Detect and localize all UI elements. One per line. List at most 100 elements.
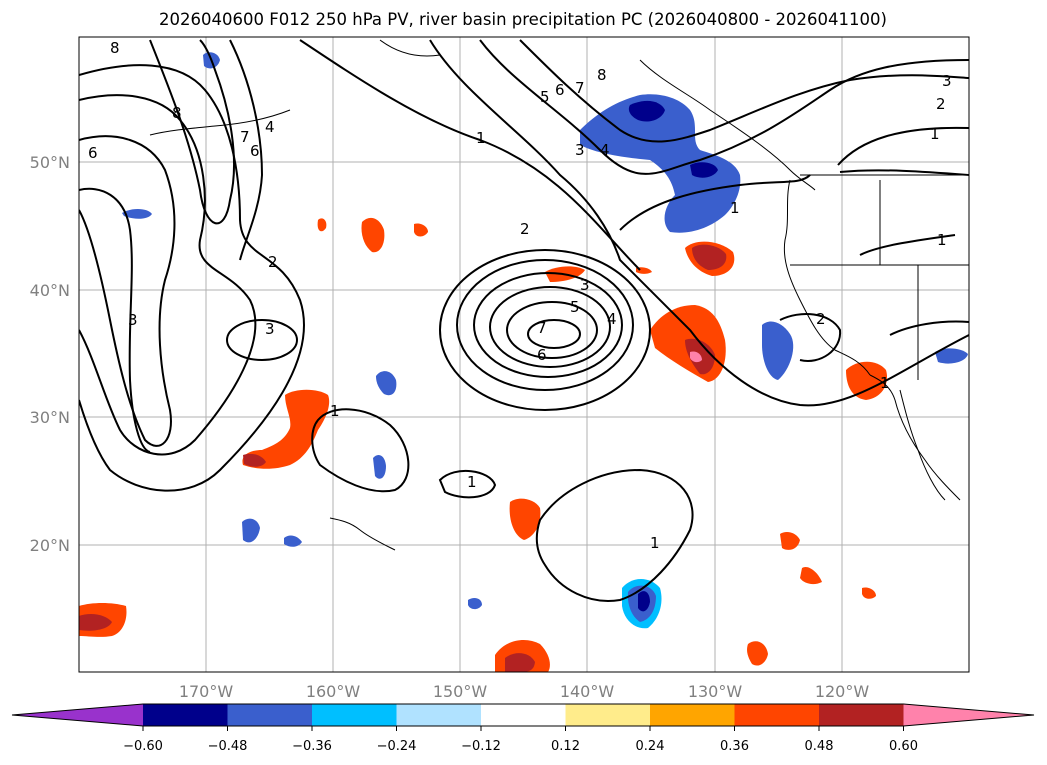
colorbar-tick-label: 0.12 — [551, 739, 580, 754]
pos-core-nor-cal — [692, 244, 727, 270]
map-background — [79, 37, 969, 672]
contour-label: 1 — [476, 129, 486, 147]
coast-bc-alaska — [639, 59, 816, 191]
coast-mexico — [869, 374, 961, 501]
contour-ring-7 — [527, 319, 581, 349]
contour-label: 6 — [555, 81, 565, 99]
pos-region-6 — [317, 218, 327, 232]
contour-label: 2 — [520, 220, 530, 238]
lon-label-160w: 160°W — [306, 682, 361, 701]
map-title: 2026040600 F012 250 hPa PV, river basin … — [159, 10, 887, 29]
neg-core-gulf-alaska — [628, 100, 665, 122]
coast-baja — [899, 389, 946, 501]
contour-labels: 8 8 7 4 6 6 2 3 3 1 5 6 7 8 3 4 2 3 5 4 … — [88, 39, 952, 552]
coastlines — [149, 39, 969, 551]
contour-label: 4 — [607, 310, 617, 328]
contour-nw-lobe — [149, 39, 235, 225]
colorbar-tick-label: 0.60 — [889, 739, 918, 754]
coast-hawaii — [329, 517, 396, 551]
lat-label-40n: 40°N — [30, 281, 70, 300]
contour-label: 3 — [575, 141, 585, 159]
contour-label: 1 — [730, 199, 740, 217]
colorbar-segment — [481, 704, 566, 726]
pos-core-10 — [79, 614, 112, 631]
contour-low-1 — [311, 408, 410, 493]
colorbar-extend-max — [903, 704, 1034, 726]
colorbar-segment — [312, 704, 397, 726]
contour-line-outer — [429, 39, 969, 407]
lon-axis: 170°W 160°W 150°W 140°W 130°W 120°W — [179, 682, 870, 701]
colorbar-segment — [396, 704, 482, 726]
lon-label-140w: 140°W — [560, 682, 615, 701]
colorbar-segment — [565, 704, 651, 726]
contour-ne-3 — [837, 126, 969, 166]
contour-label: 2 — [816, 310, 826, 328]
pos-core-9 — [505, 653, 535, 672]
contour-ring-3 — [456, 259, 634, 391]
contour-label: 8 — [110, 39, 120, 57]
contour-label: 6 — [88, 144, 98, 162]
lat-label-20n: 20°N — [30, 536, 70, 555]
contour-label: 1 — [330, 402, 340, 420]
contour-e-1 — [859, 234, 956, 256]
contour-label: 3 — [128, 311, 138, 329]
pos-region-8 — [509, 498, 541, 540]
contour-label: 6 — [537, 346, 547, 364]
contour-label: 2 — [936, 95, 946, 113]
contour-label: 7 — [575, 79, 585, 97]
contour-ring-4 — [473, 272, 623, 378]
lat-label-30n: 30°N — [30, 408, 70, 427]
contour-ne-4 — [839, 169, 969, 176]
neg-core-2 — [690, 162, 718, 178]
contour-label: 1 — [650, 534, 660, 552]
colorbar-segment — [819, 704, 904, 726]
pos-region-14 — [862, 587, 876, 599]
coast-west-us — [783, 179, 871, 376]
contour-label: 7 — [240, 128, 250, 146]
contour-label: 4 — [265, 118, 275, 136]
neg-region-socal — [762, 321, 794, 380]
neg-region-7 — [373, 454, 386, 479]
neg-region-12 — [468, 597, 482, 610]
neg-core-south — [638, 591, 650, 612]
contour-label: 1 — [467, 473, 477, 491]
contour-label: 7 — [537, 319, 547, 337]
colorbar-tick-label: −0.60 — [123, 739, 163, 754]
pos-region-11 — [747, 641, 768, 666]
neg-region-6 — [376, 371, 397, 396]
lat-label-50n: 50°N — [30, 153, 70, 172]
colorbar-tick-label: 0.36 — [720, 739, 749, 754]
contour-west-3 — [79, 135, 176, 447]
pos-region-5 — [414, 223, 428, 237]
contour-label: 2 — [268, 253, 278, 271]
colorbar-tick-label: 0.48 — [805, 739, 834, 754]
contour-nw-2 — [229, 39, 264, 261]
pos-region-4 — [361, 217, 385, 253]
neg-region-11 — [122, 208, 152, 219]
contour-ring-2 — [439, 249, 651, 411]
contour-south-1 — [535, 468, 694, 602]
contour-label: 1 — [930, 125, 940, 143]
pos-region-13 — [800, 566, 822, 585]
lon-label-120w: 120°W — [815, 682, 870, 701]
pos-peak-offshore — [690, 351, 702, 363]
colorbar-tick-label: 0.24 — [636, 739, 665, 754]
colorbar-segment — [650, 704, 735, 726]
contour-label: 3 — [265, 320, 275, 338]
contour-label: 6 — [250, 142, 260, 160]
contour-ring-5 — [489, 286, 611, 368]
neg-region-8 — [242, 518, 260, 543]
lat-axis: 50°N 40°N 30°N 20°N — [30, 153, 70, 555]
lon-label-150w: 150°W — [433, 682, 488, 701]
pv-contours — [79, 39, 969, 602]
contour-socal-2 — [779, 313, 842, 362]
contour-line-a — [299, 39, 641, 271]
contour-ne-2 — [519, 39, 969, 143]
lon-label-170w: 170°W — [179, 682, 234, 701]
contour-label: 5 — [540, 88, 550, 106]
colorbar-segment — [227, 704, 313, 726]
contour-ring-6 — [506, 301, 598, 359]
contour-label: 5 — [570, 298, 580, 316]
contour-ne-5 — [619, 174, 811, 231]
colorbar-extend-min — [12, 704, 143, 726]
